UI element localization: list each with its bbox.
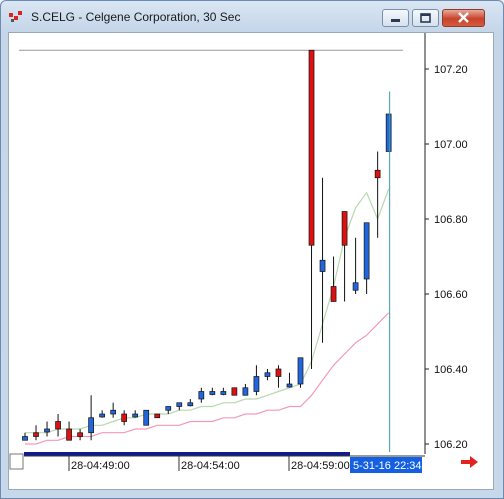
candle-body xyxy=(308,49,315,246)
candle-body xyxy=(77,432,83,437)
candle xyxy=(110,402,117,418)
candle xyxy=(374,151,381,238)
y-tick-label: 106.40 xyxy=(434,364,468,376)
candle xyxy=(165,406,172,414)
candle-body xyxy=(242,387,249,396)
y-tick-label: 106.20 xyxy=(434,439,468,451)
candle xyxy=(308,49,315,369)
x-tick-label: 28-04:54:00 xyxy=(181,460,240,472)
minimize-button[interactable] xyxy=(382,9,409,27)
candle-body xyxy=(231,387,238,396)
candle xyxy=(154,413,161,419)
candle-body xyxy=(374,169,381,179)
candle xyxy=(242,384,249,396)
candle-body xyxy=(209,391,216,395)
candle-body xyxy=(22,436,28,441)
candle xyxy=(341,211,348,302)
candle-body xyxy=(132,413,139,418)
candle-body xyxy=(33,432,39,437)
candle xyxy=(187,399,194,407)
candle-body xyxy=(363,222,370,280)
scroll-start-box[interactable] xyxy=(9,453,24,470)
title-bar[interactable]: S.CELG - Celgene Corporation, 30 Sec xyxy=(1,1,503,31)
candle-body xyxy=(198,391,205,400)
window-title: S.CELG - Celgene Corporation, 30 Sec xyxy=(31,10,241,24)
minimize-icon xyxy=(391,19,400,22)
candle-body xyxy=(297,357,304,385)
candle xyxy=(33,425,39,441)
current-time-label-bg xyxy=(350,457,422,473)
close-icon xyxy=(458,12,469,23)
chart-app-icon xyxy=(9,11,22,22)
candle xyxy=(275,365,282,388)
chart-area[interactable]: 106.20 106.40 106.60 106.80 107.00 107.20 28-… xyxy=(8,32,494,490)
candle xyxy=(22,432,28,441)
candle-body xyxy=(154,413,161,419)
candle-body xyxy=(220,391,227,395)
y-tick-label: 106.80 xyxy=(434,214,468,226)
y-tick-label: 107.00 xyxy=(434,139,468,151)
y-tick-label: 107.20 xyxy=(434,64,468,76)
close-button[interactable] xyxy=(442,9,485,27)
candle-body xyxy=(143,409,150,426)
maximize-icon xyxy=(420,13,431,23)
candle xyxy=(209,387,216,396)
candle-body xyxy=(319,259,326,272)
x-tick-label: 28-04:59:00 xyxy=(291,460,350,472)
candle xyxy=(132,410,139,418)
x-tick-label: 28-04:49:00 xyxy=(71,460,130,472)
candle xyxy=(99,410,105,418)
candle-body xyxy=(341,211,348,246)
candle-body xyxy=(253,376,260,392)
candle xyxy=(66,421,72,441)
candle xyxy=(363,222,370,294)
candle-body xyxy=(88,417,94,434)
candle xyxy=(264,369,271,381)
candle xyxy=(385,113,392,152)
candle xyxy=(88,395,94,441)
candle xyxy=(198,387,205,403)
y-tick-label: 106.60 xyxy=(434,289,468,301)
candle xyxy=(44,421,50,437)
candle-body xyxy=(187,402,194,407)
candle xyxy=(55,414,61,437)
candle-body xyxy=(330,286,337,302)
scroll-right-arrow-icon[interactable] xyxy=(461,456,479,468)
current-time-label: 5-31-16 22:34:00 xyxy=(353,460,437,472)
candle-body xyxy=(165,406,172,411)
candle xyxy=(286,372,293,388)
candle-body xyxy=(286,383,293,388)
candle xyxy=(143,409,150,426)
candle-body xyxy=(352,282,359,291)
candle xyxy=(253,365,260,396)
candle xyxy=(77,429,83,441)
candle-body xyxy=(44,428,50,433)
candle xyxy=(352,237,359,294)
candle xyxy=(231,387,238,396)
candle-body xyxy=(99,413,105,418)
candle xyxy=(297,357,304,388)
candle-body xyxy=(264,372,271,377)
candle xyxy=(319,177,326,343)
time-scrollbar[interactable] xyxy=(24,452,350,456)
candle-body xyxy=(385,113,392,152)
candle xyxy=(330,256,337,302)
candle-body xyxy=(176,402,183,407)
candle-body xyxy=(55,421,61,430)
candle xyxy=(220,387,227,396)
candle-body xyxy=(121,413,128,422)
candle xyxy=(121,410,128,426)
fast-moving-average xyxy=(25,188,390,434)
candle-body xyxy=(275,368,282,377)
candle-body xyxy=(66,428,72,441)
slow-moving-average xyxy=(25,312,390,445)
candle-body xyxy=(110,409,117,415)
candlestick-chart[interactable]: 106.20 106.40 106.60 106.80 107.00 107.20 28-… xyxy=(9,33,493,489)
candle xyxy=(176,402,183,411)
maximize-button[interactable] xyxy=(412,9,439,27)
